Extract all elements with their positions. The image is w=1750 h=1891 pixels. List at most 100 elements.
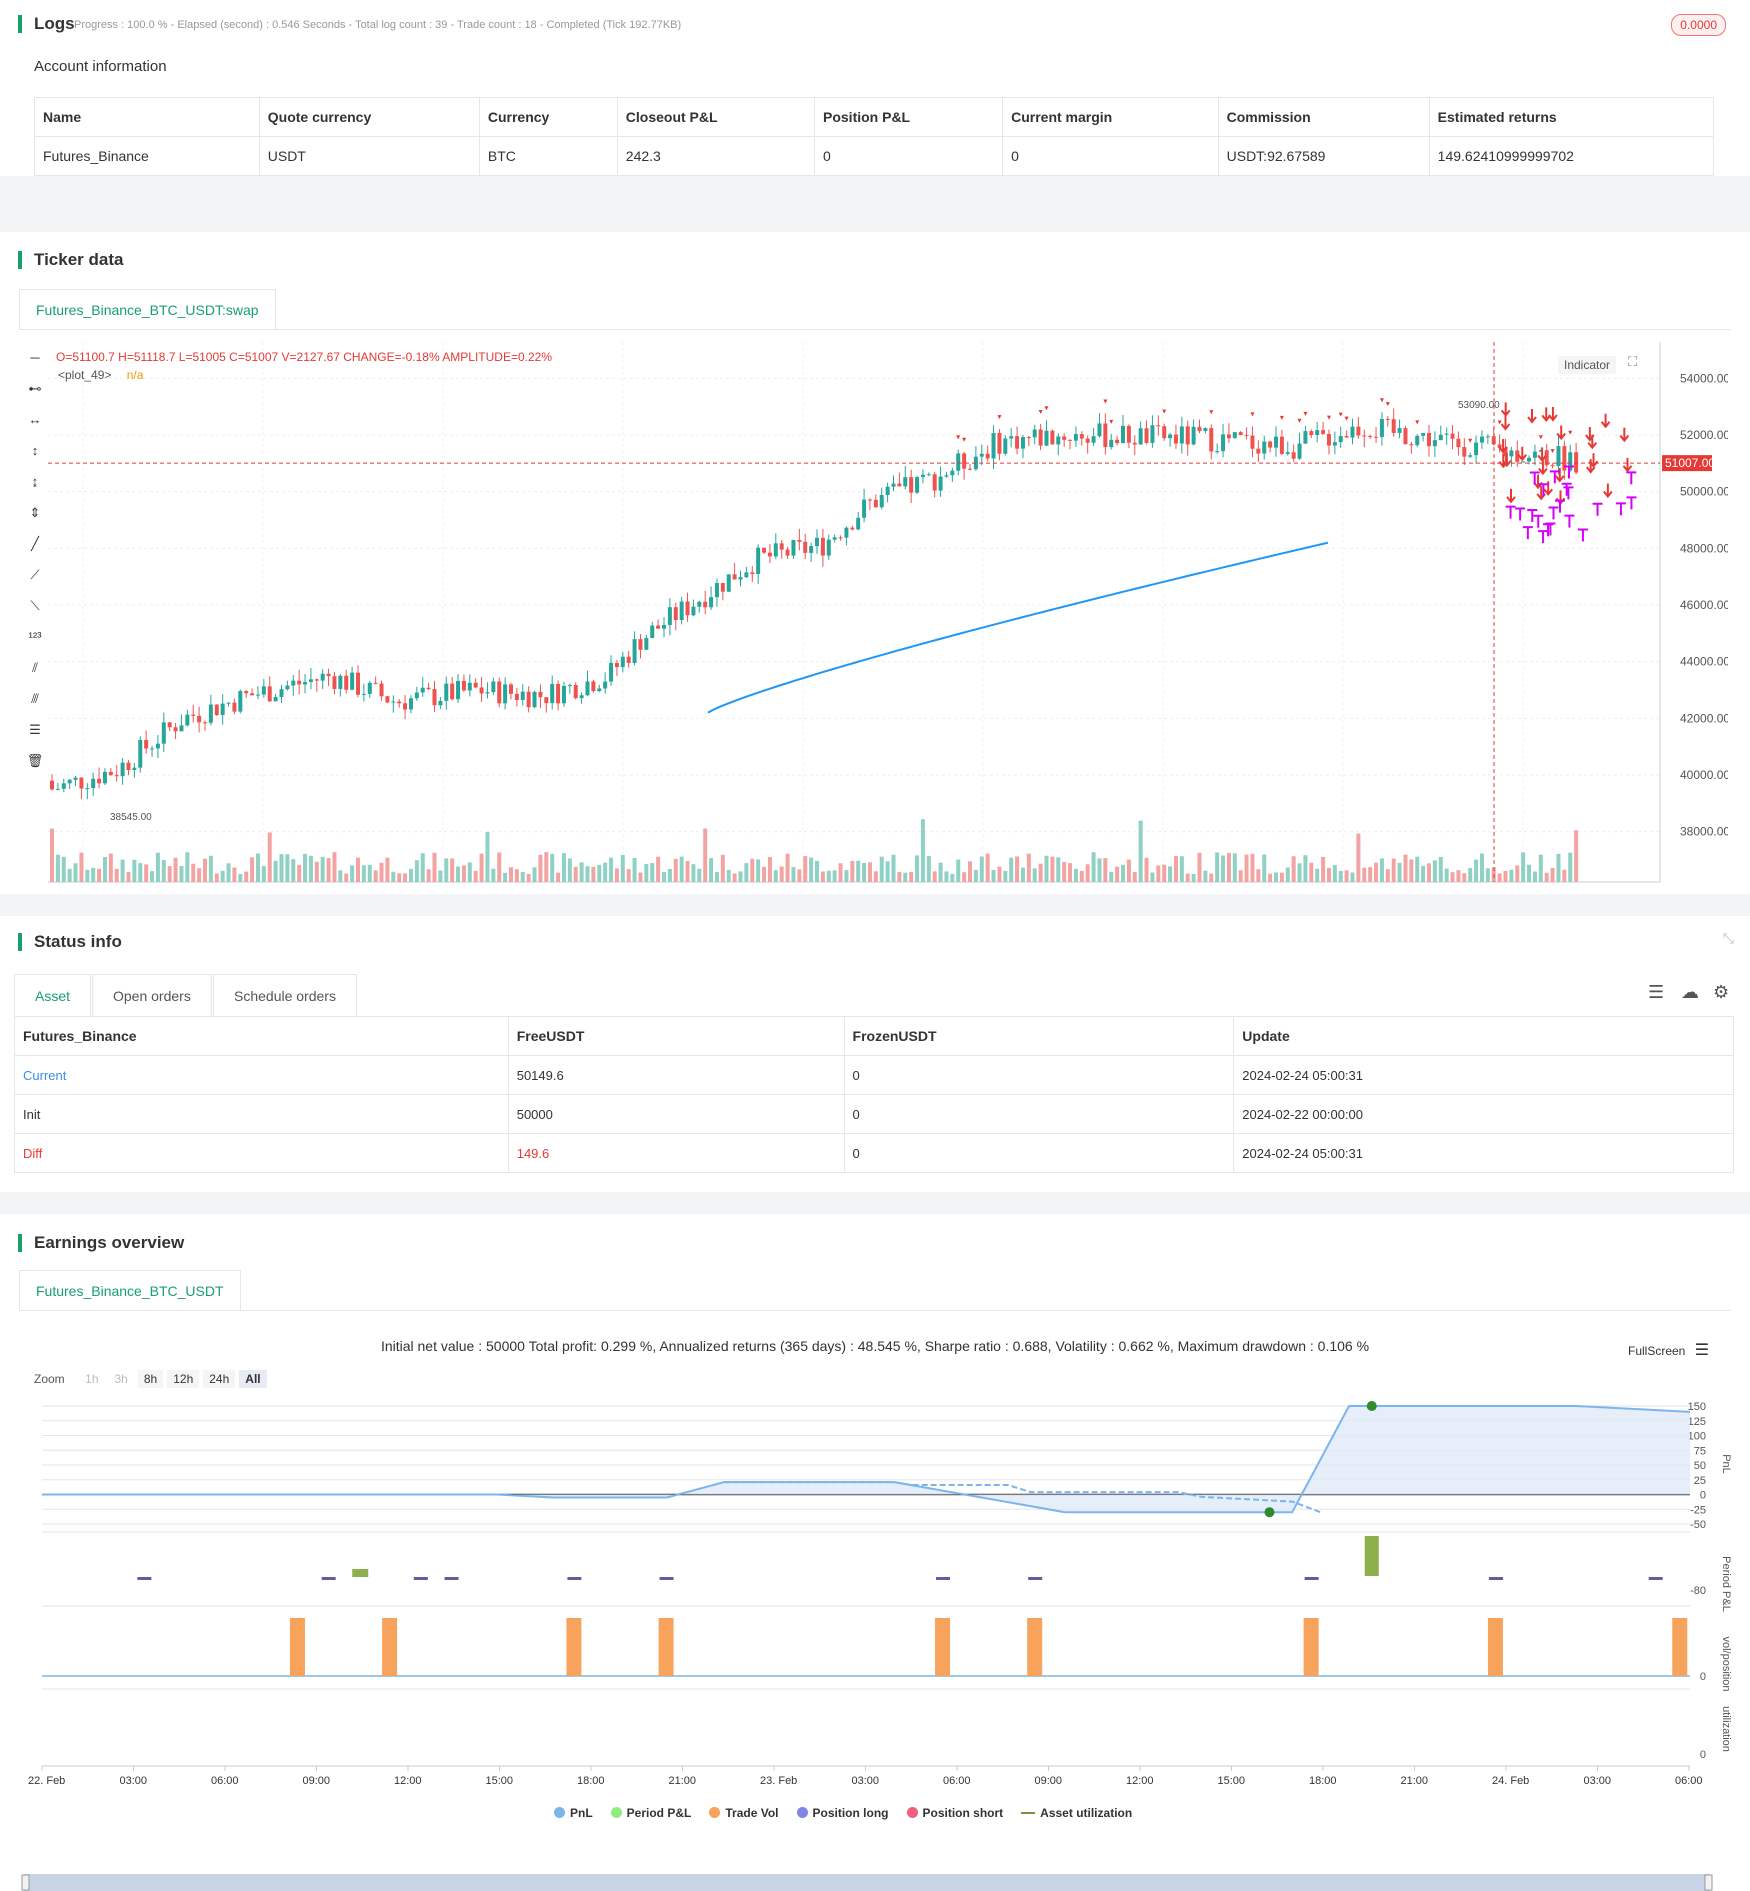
candle-body xyxy=(361,693,366,695)
candle-body xyxy=(1209,428,1214,452)
expand-icon[interactable]: ⛶ xyxy=(1628,354,1638,369)
volume-bar xyxy=(1550,867,1555,882)
candle-body xyxy=(573,685,578,699)
volume-bar xyxy=(1321,856,1326,882)
pnl-tick-label: -25 xyxy=(1690,1504,1706,1516)
candle-body xyxy=(120,762,125,777)
candlestick-chart[interactable]: 54000.00 52000.00 50000.00 48000.00 46000.00… xyxy=(48,342,1728,890)
draw-tool-icon[interactable]: ⟍ xyxy=(30,598,40,613)
draw-tool-icon[interactable]: ¹²³ xyxy=(28,629,42,644)
zoom-12h[interactable]: 12h xyxy=(167,1370,200,1388)
draw-tool-icon[interactable]: ☰ xyxy=(29,722,41,737)
legend-item[interactable]: Position long xyxy=(796,1806,889,1820)
draw-tool-icon[interactable]: ↕ xyxy=(31,443,39,458)
tab-open-orders[interactable]: Open orders xyxy=(92,974,212,1016)
volume-bar xyxy=(1115,866,1120,882)
candle-body xyxy=(1215,451,1220,453)
fullscreen-button[interactable]: FullScreen ☰ xyxy=(1628,1342,1710,1359)
draw-tool-icon[interactable]: ↨ xyxy=(31,474,39,489)
draw-tool-icon[interactable]: ⟋ xyxy=(30,567,40,582)
candle-body xyxy=(962,453,967,469)
volume-bar xyxy=(679,856,684,882)
list-icon[interactable]: ☰ xyxy=(1648,982,1665,1002)
volume-bar xyxy=(1250,853,1255,882)
volume-bar xyxy=(556,872,561,882)
candle-body xyxy=(650,625,655,638)
candle-body xyxy=(1326,433,1331,446)
draw-tool-icon[interactable]: ╱ xyxy=(31,536,39,551)
zoom-All[interactable]: All xyxy=(239,1370,267,1388)
plot-value: n/a xyxy=(126,368,144,382)
candle-body xyxy=(338,675,343,689)
legend-item[interactable]: Period P&L xyxy=(610,1806,691,1820)
candle-body xyxy=(497,681,502,704)
candle-body xyxy=(956,453,961,471)
status-cell: 0 xyxy=(843,1094,1235,1134)
zoom-label: Zoom xyxy=(34,1372,65,1386)
draw-tool-icon[interactable]: ─ xyxy=(30,350,40,365)
account-header-4: Position P&L xyxy=(813,97,1004,137)
candle-body xyxy=(320,673,325,681)
tab-divider xyxy=(19,329,1731,330)
volume-bar xyxy=(261,866,266,882)
ticker-panel: Ticker data Futures_Binance_BTC_USDT:swa… xyxy=(0,232,1750,894)
volume-bar xyxy=(250,857,255,882)
candle-body xyxy=(197,715,202,723)
close-arrow xyxy=(1549,470,1560,484)
candle-body xyxy=(1462,447,1467,457)
candle-body xyxy=(1374,436,1379,438)
candle-body xyxy=(1515,450,1520,462)
gear-icon[interactable]: ⚙ xyxy=(1713,982,1730,1002)
account-title: Account information xyxy=(34,58,167,75)
volume-bar xyxy=(885,861,890,882)
draw-tool-icon[interactable]: ↔ xyxy=(28,412,42,427)
volume-bar xyxy=(132,859,137,882)
candle-body xyxy=(509,684,513,694)
volume-bar xyxy=(467,862,472,882)
candle-body xyxy=(1121,425,1125,444)
draw-tool-icon[interactable]: ⫽ xyxy=(32,660,38,675)
draw-tool-icon[interactable]: 🗑 xyxy=(26,753,44,768)
account-cell-2: BTC xyxy=(478,136,618,176)
earnings-tab[interactable]: Futures_Binance_BTC_USDT xyxy=(19,1270,241,1310)
x-tick-label: 2024-02 xyxy=(603,888,647,890)
x-tick-label: 02-22 xyxy=(1503,888,1534,890)
ticker-tab[interactable]: Futures_Binance_BTC_USDT:swap xyxy=(19,289,276,329)
collapse-icon[interactable]: ⤡ xyxy=(1722,930,1734,946)
draw-tool-icon[interactable]: ⊷ xyxy=(28,381,42,396)
candle-body xyxy=(432,689,437,706)
cloud-download-icon[interactable]: ☁ xyxy=(1681,982,1699,1002)
tab-asset[interactable]: Asset xyxy=(14,974,92,1016)
draw-tool-icon[interactable]: ⇕ xyxy=(29,505,41,520)
volume-bar xyxy=(561,853,566,882)
volume-bar xyxy=(1403,854,1408,882)
candle-body xyxy=(1085,438,1090,443)
zoom-3h[interactable]: 3h xyxy=(114,1372,128,1386)
sell-marker xyxy=(1338,412,1343,417)
earnings-chart[interactable]: 150 125 100 75 50 25 0 -25 -50 PnL Period P&L vol/p… xyxy=(0,1394,1750,1891)
indicator-button[interactable]: Indicator xyxy=(1558,356,1617,374)
candle-body xyxy=(332,676,337,689)
candle-body xyxy=(255,694,260,696)
volume-bar xyxy=(1309,862,1314,882)
candle-body xyxy=(473,682,478,688)
volume-bar xyxy=(114,868,119,882)
candle-body xyxy=(408,698,413,710)
volume-bar xyxy=(985,853,990,882)
volume-bar xyxy=(1126,859,1131,882)
legend-item[interactable]: PnL xyxy=(554,1806,593,1820)
legend-item[interactable]: Asset utilization xyxy=(1021,1806,1132,1820)
legend-item[interactable]: Trade Vol xyxy=(709,1806,779,1820)
draw-tool-icon[interactable]: ⫻ xyxy=(31,691,39,706)
zoom-1h[interactable]: 1h xyxy=(85,1372,99,1386)
tab-schedule-orders[interactable]: Schedule orders xyxy=(213,974,357,1016)
candle-body xyxy=(1268,441,1273,448)
volume-bar xyxy=(926,856,931,882)
volume-bar xyxy=(762,866,767,882)
zoom-24h[interactable]: 24h xyxy=(203,1370,236,1388)
sell-marker xyxy=(1326,415,1331,420)
zoom-8h[interactable]: 8h xyxy=(137,1370,164,1388)
candle-body xyxy=(738,577,743,580)
legend-item[interactable]: Position short xyxy=(906,1806,1003,1820)
close-arrow xyxy=(1626,496,1637,510)
